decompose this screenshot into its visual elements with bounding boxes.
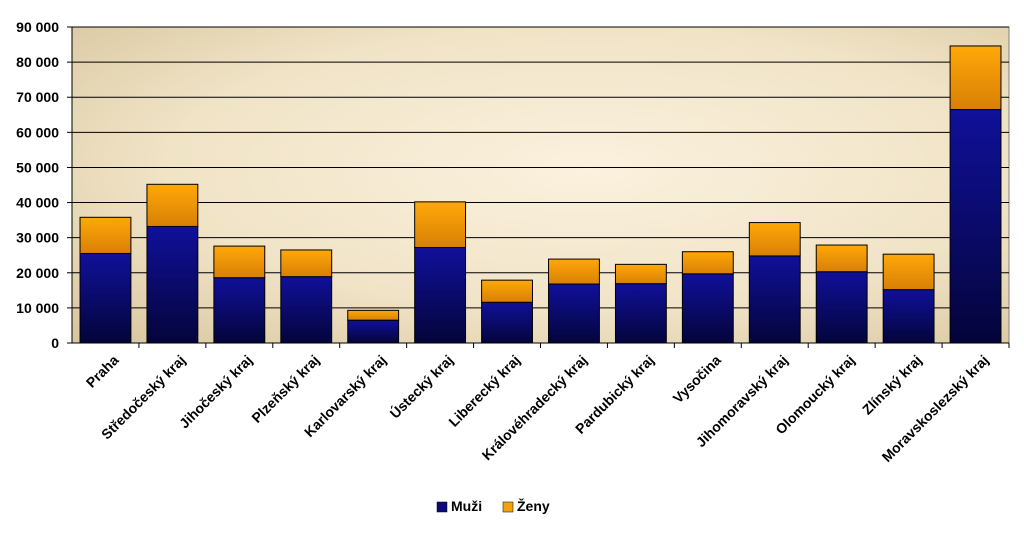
bars bbox=[79, 45, 1002, 344]
bar-muzi bbox=[614, 283, 667, 344]
y-axis-ticks: 0 10 000 20 000 30 000 40 000 50 000 60 000 70 … bbox=[16, 19, 72, 351]
bar-muzi bbox=[882, 289, 935, 344]
y-tick-label: 70 000 bbox=[16, 89, 59, 105]
bar-muzi bbox=[213, 277, 266, 344]
bar-muzi bbox=[748, 255, 801, 344]
bar-zeny bbox=[146, 183, 199, 227]
bar-zeny bbox=[481, 279, 533, 303]
y-tick-label: 50 000 bbox=[16, 159, 59, 175]
bar-muzi bbox=[481, 301, 533, 344]
bar-muzi bbox=[347, 319, 400, 344]
bar-muzi bbox=[681, 273, 734, 344]
bar-zeny bbox=[213, 245, 266, 279]
bar-zeny bbox=[949, 45, 1002, 111]
legend-swatch-zeny bbox=[502, 501, 514, 513]
plot-area bbox=[71, 26, 1010, 344]
bar-zeny bbox=[748, 222, 801, 257]
y-tick-label: 20 000 bbox=[16, 265, 59, 281]
legend-swatch-muzi bbox=[436, 501, 448, 513]
y-tick-label: 90 000 bbox=[16, 19, 59, 35]
category-label: Praha bbox=[83, 352, 122, 391]
bar-muzi bbox=[79, 252, 132, 344]
y-tick-label: 80 000 bbox=[16, 54, 59, 70]
y-tick-label: 40 000 bbox=[16, 195, 59, 211]
bar-muzi bbox=[280, 276, 333, 344]
bar-muzi bbox=[949, 109, 1002, 344]
category-label: Ústecký kraj bbox=[386, 351, 456, 421]
y-tick-label: 10 000 bbox=[16, 300, 59, 316]
bar-zeny bbox=[347, 309, 400, 321]
category-label: Zlínský kraj bbox=[859, 352, 925, 418]
bar-zeny bbox=[882, 253, 935, 291]
bar-muzi bbox=[815, 271, 868, 344]
bar-muzi bbox=[146, 225, 199, 344]
legend-label-muzi: Muži bbox=[451, 498, 482, 514]
legend-label-zeny: Ženy bbox=[517, 497, 550, 514]
bar-zeny bbox=[414, 201, 467, 248]
bar-zeny bbox=[79, 216, 132, 254]
category-label: Plzeňský kraj bbox=[248, 352, 322, 426]
bar-zeny bbox=[548, 258, 600, 285]
y-tick-label: 60 000 bbox=[16, 124, 59, 140]
category-label: Vysočina bbox=[670, 352, 725, 407]
legend: Muži Ženy bbox=[436, 497, 550, 514]
bar-zeny bbox=[815, 244, 868, 273]
bar-zeny bbox=[280, 249, 333, 278]
y-tick-label: 0 bbox=[51, 335, 59, 351]
bar-zeny bbox=[614, 263, 667, 285]
y-tick-label: 30 000 bbox=[16, 230, 59, 246]
bar-zeny bbox=[681, 251, 734, 275]
bar-muzi bbox=[548, 283, 600, 344]
bar-muzi bbox=[414, 246, 467, 344]
